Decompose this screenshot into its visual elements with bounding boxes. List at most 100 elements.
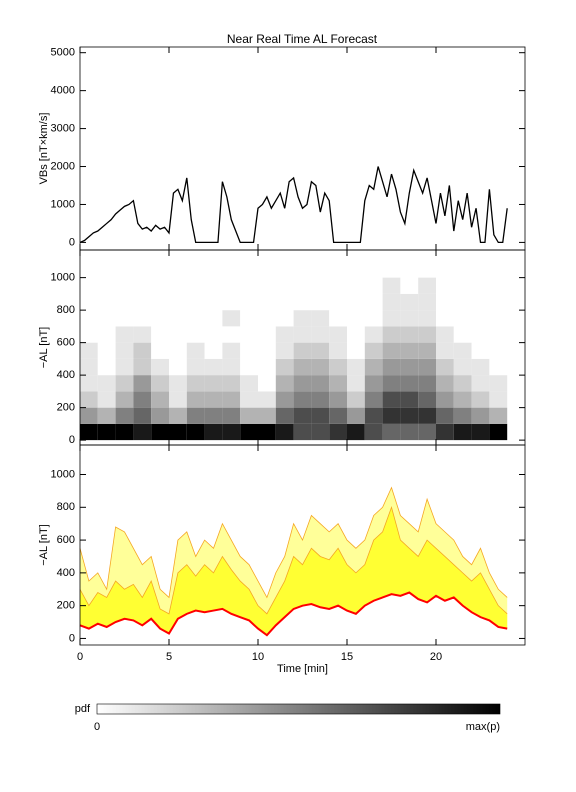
y-tick-label: 0	[69, 236, 75, 248]
heat-cell	[347, 342, 365, 359]
heat-cell	[151, 375, 169, 392]
heat-cell	[186, 310, 205, 327]
heat-cell	[258, 407, 276, 424]
heat-cell	[258, 391, 276, 408]
y-tick-label: 5000	[51, 47, 75, 59]
heat-cell	[382, 407, 401, 424]
heat-cell	[453, 407, 472, 424]
heat-cell	[489, 326, 508, 343]
heat-cell	[418, 293, 436, 311]
heat-cell	[471, 277, 490, 294]
heat-cell	[115, 358, 134, 376]
heat-cell	[169, 358, 187, 376]
heat-cell	[258, 375, 276, 392]
heat-cell	[204, 342, 223, 359]
heat-cell	[311, 407, 330, 424]
heat-cell	[133, 310, 152, 327]
y-tick-label: 200	[57, 600, 75, 612]
heat-cell	[97, 342, 116, 359]
y-tick-label: 400	[57, 369, 75, 381]
heat-cell	[204, 375, 223, 392]
heat-cell	[80, 423, 98, 441]
heat-cell	[169, 391, 187, 408]
heat-cell	[347, 293, 365, 311]
heat-cell	[453, 277, 472, 294]
y-tick-label: 800	[57, 304, 75, 316]
heat-cell	[436, 391, 454, 408]
heat-cell	[418, 342, 436, 359]
heat-cell	[382, 358, 401, 376]
heat-cell	[471, 310, 490, 327]
heat-cell	[364, 407, 383, 424]
heat-cell	[240, 375, 258, 392]
heat-cell	[329, 391, 347, 408]
heat-cell	[258, 326, 276, 343]
heat-cell	[186, 293, 205, 311]
heat-cell	[204, 326, 223, 343]
heat-cell	[222, 293, 241, 311]
heat-cell	[453, 342, 472, 359]
heat-cell	[258, 342, 276, 359]
heat-cell	[240, 423, 258, 441]
heat-cell	[115, 293, 134, 311]
heat-cell	[293, 326, 312, 343]
y-axis-label: −AL [nT]	[38, 327, 50, 368]
heat-cell	[311, 310, 330, 327]
heat-cell	[489, 310, 508, 327]
x-tick-label: 20	[430, 651, 442, 663]
heat-cell	[133, 293, 152, 311]
heat-cell	[80, 326, 98, 343]
heat-cell	[97, 310, 116, 327]
heat-cell	[364, 358, 383, 376]
heat-cell	[133, 391, 152, 408]
heat-cell	[115, 423, 134, 441]
heat-cell	[293, 375, 312, 392]
y-tick-label: 0	[69, 632, 75, 644]
heat-cell	[311, 293, 330, 311]
heat-cell	[186, 277, 205, 294]
heat-cell	[275, 391, 294, 408]
heat-cell	[97, 407, 116, 424]
heat-cell	[151, 277, 169, 294]
data-line	[79, 166, 508, 244]
heat-cell	[169, 277, 187, 294]
heat-cell	[275, 326, 294, 343]
heat-cell	[471, 358, 490, 376]
heat-cell	[364, 375, 383, 392]
heat-cell	[293, 277, 312, 294]
heat-cell	[151, 326, 169, 343]
heat-cell	[186, 407, 205, 424]
heat-cell	[115, 310, 134, 327]
y-tick-label: 4000	[51, 85, 75, 97]
heat-cell	[400, 391, 419, 408]
heat-cell	[436, 423, 454, 441]
heat-cell	[97, 277, 116, 294]
heat-cell	[364, 423, 383, 441]
heat-cell	[204, 277, 223, 294]
x-axis-label: Time [min]	[277, 663, 328, 675]
heat-cell	[240, 342, 258, 359]
heat-cell	[80, 358, 98, 376]
heat-cell	[329, 277, 347, 294]
heat-cell	[364, 326, 383, 343]
heat-cell	[453, 423, 472, 441]
heat-cell	[80, 310, 98, 327]
heat-cell	[186, 391, 205, 408]
heat-cell	[275, 277, 294, 294]
heat-cell	[97, 358, 116, 376]
heat-cell	[204, 310, 223, 327]
heat-cell	[400, 423, 419, 441]
heat-cell	[436, 358, 454, 376]
heat-cell	[382, 326, 401, 343]
heat-cell	[151, 407, 169, 424]
heat-cell	[151, 423, 169, 441]
heat-cell	[115, 326, 134, 343]
heat-cell	[240, 293, 258, 311]
heat-cell	[347, 277, 365, 294]
y-tick-label: 0	[69, 434, 75, 446]
y-tick-label: 200	[57, 402, 75, 414]
heat-cell	[222, 310, 241, 327]
heat-cell	[329, 342, 347, 359]
heat-cell	[329, 326, 347, 343]
y-axis-label: −AL [nT]	[38, 524, 50, 565]
